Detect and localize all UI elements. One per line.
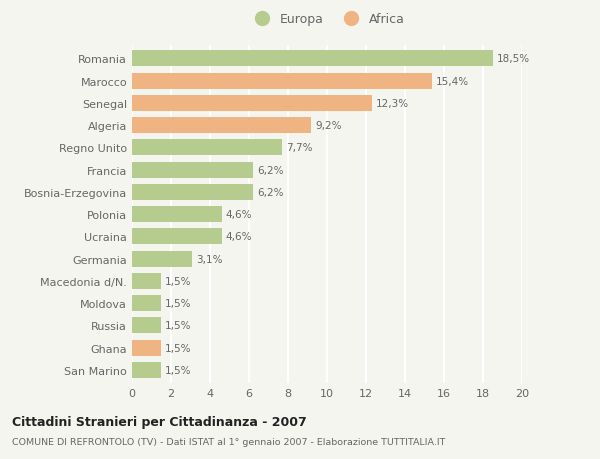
Bar bbox=[132, 162, 253, 178]
Text: 9,2%: 9,2% bbox=[316, 121, 342, 131]
Text: 7,7%: 7,7% bbox=[286, 143, 313, 153]
Text: 3,1%: 3,1% bbox=[196, 254, 223, 264]
Text: 1,5%: 1,5% bbox=[165, 365, 191, 375]
Text: 12,3%: 12,3% bbox=[376, 99, 409, 109]
Legend: Europa, Africa: Europa, Africa bbox=[250, 13, 404, 26]
Bar bbox=[132, 318, 161, 334]
Text: 1,5%: 1,5% bbox=[165, 276, 191, 286]
Text: 6,2%: 6,2% bbox=[257, 165, 283, 175]
Bar bbox=[132, 51, 493, 67]
Text: 1,5%: 1,5% bbox=[165, 343, 191, 353]
Bar bbox=[132, 207, 222, 223]
Bar bbox=[132, 251, 193, 267]
Text: 15,4%: 15,4% bbox=[436, 76, 469, 86]
Text: COMUNE DI REFRONTOLO (TV) - Dati ISTAT al 1° gennaio 2007 - Elaborazione TUTTITA: COMUNE DI REFRONTOLO (TV) - Dati ISTAT a… bbox=[12, 437, 445, 446]
Text: 4,6%: 4,6% bbox=[226, 232, 252, 242]
Bar bbox=[132, 73, 432, 90]
Text: 1,5%: 1,5% bbox=[165, 298, 191, 308]
Text: 18,5%: 18,5% bbox=[497, 54, 530, 64]
Bar bbox=[132, 296, 161, 311]
Bar bbox=[132, 273, 161, 289]
Text: 6,2%: 6,2% bbox=[257, 187, 283, 197]
Text: 1,5%: 1,5% bbox=[165, 320, 191, 330]
Bar bbox=[132, 140, 282, 156]
Bar bbox=[132, 362, 161, 378]
Bar bbox=[132, 118, 311, 134]
Bar bbox=[132, 95, 372, 112]
Bar bbox=[132, 229, 222, 245]
Bar bbox=[132, 185, 253, 201]
Bar bbox=[132, 340, 161, 356]
Text: 4,6%: 4,6% bbox=[226, 210, 252, 219]
Text: Cittadini Stranieri per Cittadinanza - 2007: Cittadini Stranieri per Cittadinanza - 2… bbox=[12, 415, 307, 428]
